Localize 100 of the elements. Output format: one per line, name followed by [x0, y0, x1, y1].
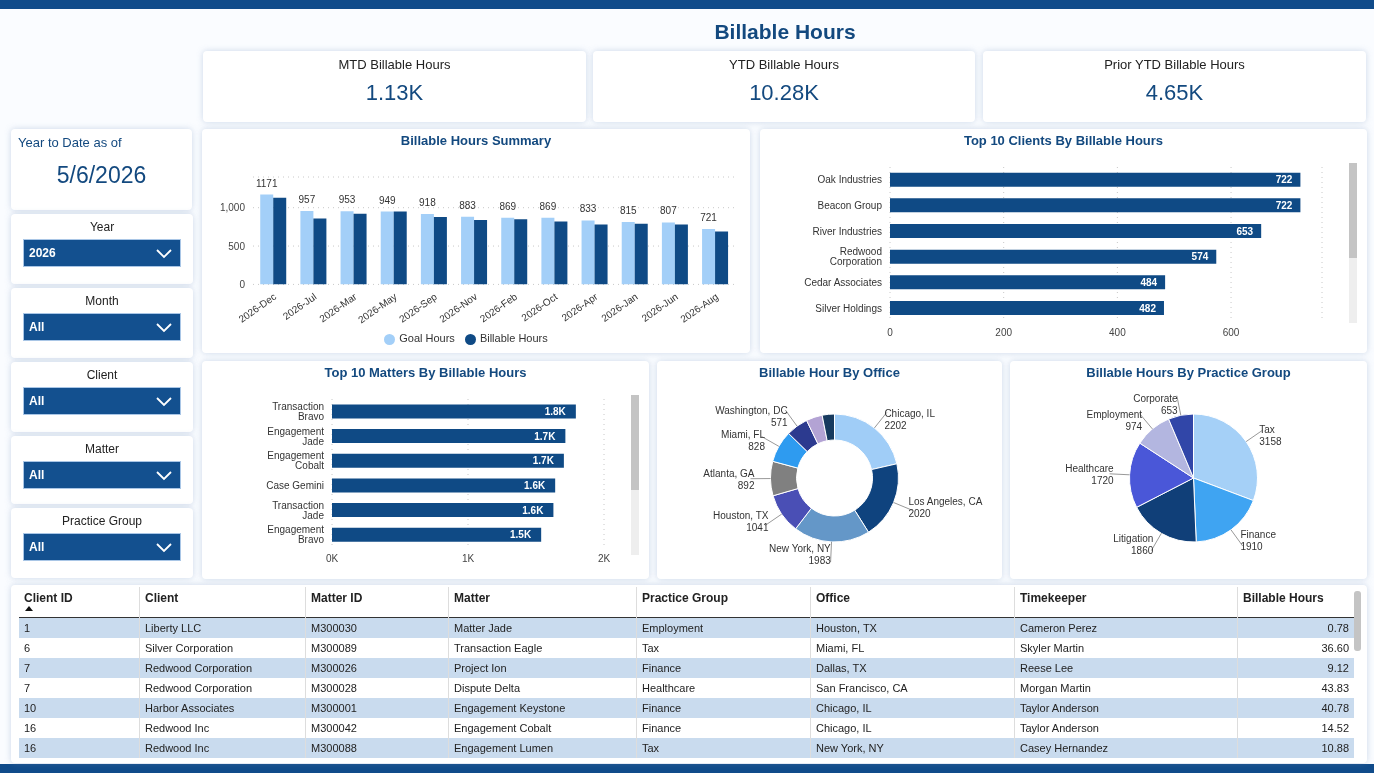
legend-label: Billable Hours	[479, 332, 548, 345]
bar	[474, 219, 488, 285]
category-label: Timekeeper	[1014, 587, 1238, 618]
data-label: 1041	[746, 521, 769, 533]
text: 43.83	[1237, 678, 1354, 698]
y-tick-label: Redwood Corporation	[829, 246, 882, 268]
text: New York, NY	[810, 738, 1015, 758]
x-tick-label: 2K	[597, 553, 611, 565]
data-label: 482	[1139, 302, 1157, 314]
text: Matter Jade	[448, 617, 637, 638]
y-tick-label: Oak Industries	[817, 174, 882, 186]
y-tick-label: River Industries	[812, 225, 882, 237]
data-label: 1.7K	[532, 455, 555, 467]
text: 10.28K	[748, 80, 820, 106]
bar	[332, 429, 566, 444]
category-label: Matter ID	[305, 587, 449, 618]
category-label: Practice Group	[636, 587, 811, 618]
bar	[380, 211, 394, 285]
data-label: 1860	[1131, 544, 1154, 556]
text: Taylor Anderson	[1014, 698, 1238, 718]
data-label: 3158	[1259, 435, 1282, 447]
text: Cameron Perez	[1014, 617, 1238, 638]
text: 36.60	[1237, 638, 1354, 658]
text: 10	[19, 698, 140, 718]
bar	[554, 221, 568, 285]
bar	[461, 216, 475, 285]
bar	[332, 503, 554, 518]
text: 1.13K	[364, 80, 425, 106]
text: Engagement Lumen	[448, 738, 637, 758]
data-label: 653	[1236, 225, 1254, 237]
text: Healthcare	[636, 678, 811, 698]
bar	[332, 404, 576, 419]
data-label: 949	[378, 194, 397, 206]
data-label: 869	[539, 200, 557, 212]
category-label: Billable Hours	[1237, 587, 1354, 618]
bar	[260, 194, 274, 285]
text: 1	[19, 617, 140, 638]
text: Employment	[636, 617, 811, 638]
bar	[353, 213, 367, 285]
y-tick-label: 500	[228, 240, 246, 252]
text: Chicago, IL	[810, 698, 1015, 718]
bar	[581, 220, 595, 285]
bar	[890, 249, 1217, 264]
text: 4.65K	[1144, 80, 1205, 106]
text: Finance	[636, 658, 811, 678]
slice-label: Tax	[1259, 423, 1275, 435]
slice-label: Houston, TX	[713, 509, 769, 521]
data-label: 721	[700, 212, 718, 224]
text: Engagement Cobalt	[448, 718, 637, 738]
text: Billable Hours	[713, 19, 857, 45]
text: 14.52	[1237, 718, 1354, 738]
bar	[420, 213, 434, 285]
text: Tax	[636, 638, 811, 658]
chart-title: Billable Hours By Practice Group	[1085, 365, 1292, 382]
y-tick-label: Engagement Cobalt	[267, 450, 325, 472]
text: Casey Hernandez	[1014, 738, 1238, 758]
text: 10.88	[1237, 738, 1354, 758]
bar	[661, 222, 675, 285]
slice-label: Atlanta, GA	[703, 467, 755, 479]
text: All	[23, 313, 181, 341]
y-tick-label: Engagement Bravo	[267, 524, 325, 546]
text: Dallas, TX	[810, 658, 1015, 678]
data-label: 815	[619, 204, 638, 216]
data-label: 722	[1275, 174, 1293, 186]
text: 2026	[23, 239, 181, 267]
data-label: 807	[660, 205, 678, 217]
data-label: 953	[338, 194, 356, 206]
x-tick-label: 1K	[461, 553, 475, 565]
bar	[890, 275, 1166, 290]
text: Redwood Inc	[139, 738, 306, 758]
text: Miami, FL	[810, 638, 1015, 658]
text: 0.78	[1237, 617, 1354, 638]
bar	[890, 300, 1164, 315]
text: Harbor Associates	[139, 698, 306, 718]
bar	[313, 218, 327, 285]
text: Year to Date as of	[18, 135, 123, 150]
data-label: 1.7K	[534, 430, 557, 442]
text: Reese Lee	[1014, 658, 1238, 678]
y-tick-label: 0	[239, 278, 246, 290]
text: Skyler Martin	[1014, 638, 1238, 658]
text: Redwood Inc	[139, 718, 306, 738]
x-tick-label: 400	[1109, 327, 1127, 339]
text: M300042	[305, 718, 449, 738]
bar	[674, 224, 688, 285]
text: 6	[19, 638, 140, 658]
text: Matter	[84, 442, 120, 456]
text: M300001	[305, 698, 449, 718]
text: Liberty LLC	[139, 617, 306, 638]
data-label: 2202	[884, 419, 908, 431]
bar	[340, 211, 354, 285]
bar	[433, 216, 447, 285]
data-label: 1.8K	[544, 405, 567, 417]
bar	[501, 217, 515, 285]
data-label: 892	[737, 479, 755, 491]
text: Chicago, IL	[810, 718, 1015, 738]
bar	[514, 219, 528, 285]
bar	[890, 223, 1262, 238]
data-label: 974	[1125, 420, 1143, 432]
text: All	[23, 387, 181, 415]
category-label: Matter	[448, 587, 637, 618]
